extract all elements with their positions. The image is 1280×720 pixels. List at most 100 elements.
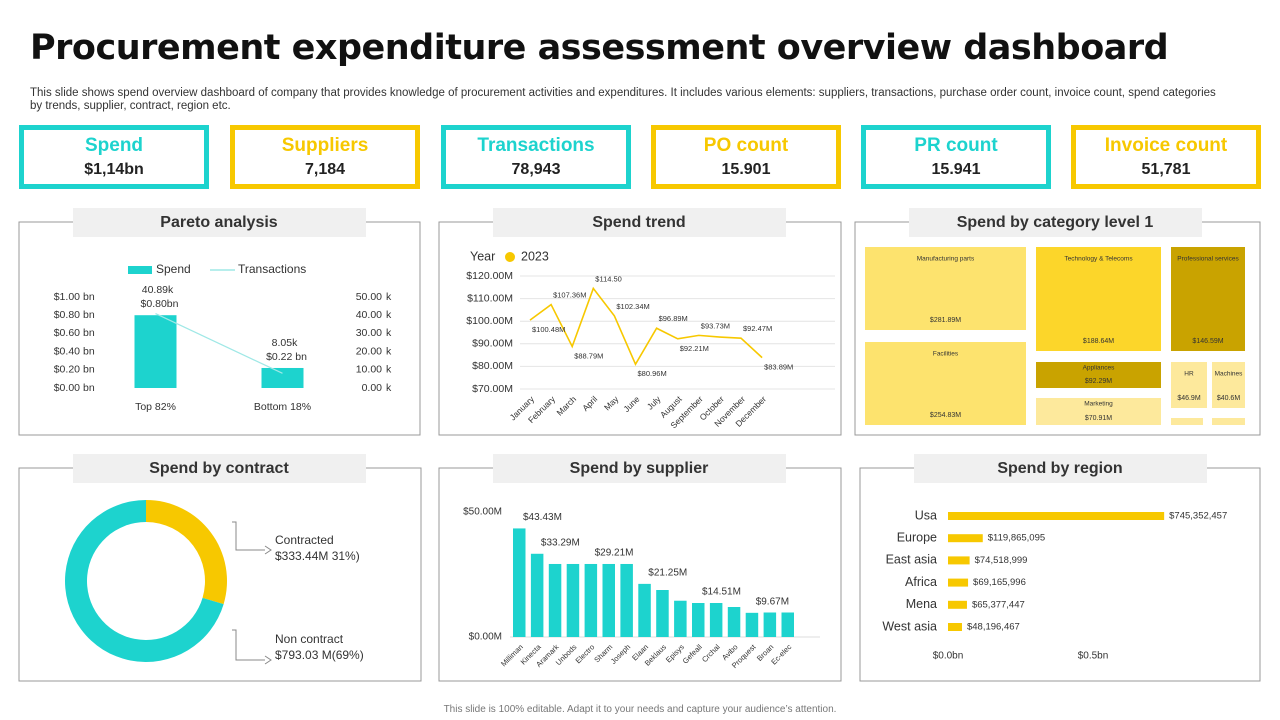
y-tick-label: $110.00M xyxy=(467,292,513,304)
x-tick-label: Joseph xyxy=(609,642,632,665)
y2-unit: k xyxy=(386,345,392,357)
x-tick-label: May xyxy=(602,393,621,412)
data-label: $0.22 bn xyxy=(266,351,307,363)
kpi-label: Invoice count xyxy=(1104,135,1228,156)
legend-label: Transactions xyxy=(238,262,306,276)
kpi-card: PR count 15.941 xyxy=(861,125,1051,189)
x-tick-label: April xyxy=(580,394,599,413)
data-label: $96.89M xyxy=(659,314,688,323)
donut-slice xyxy=(146,500,228,605)
panel-tab xyxy=(73,208,366,237)
y-tick-label: $90.00M xyxy=(472,338,513,350)
data-label: 8.05k xyxy=(272,337,298,349)
data-label: $69,165,996 xyxy=(973,577,1026,588)
kpi-label: Spend xyxy=(84,135,144,156)
bar xyxy=(781,612,794,637)
y-tick-label: $0.00 xyxy=(54,382,80,394)
treemap-cell xyxy=(1212,362,1245,408)
cell-label: Manufacturing parts xyxy=(917,256,975,263)
y2-unit: k xyxy=(386,364,392,376)
leader-line xyxy=(232,521,265,551)
y-unit: bn xyxy=(83,345,95,357)
x-tick-label: Ec-elec xyxy=(769,642,793,666)
bar xyxy=(763,612,777,637)
x-tick-label: March xyxy=(554,394,578,418)
bar xyxy=(727,607,741,637)
y2-unit: k xyxy=(386,327,392,339)
kpi-value: $1,14bn xyxy=(84,161,144,178)
treemap-cell xyxy=(1171,247,1245,351)
data-label: $14.51M xyxy=(702,587,741,598)
data-label: $74,518,999 xyxy=(975,555,1028,566)
page-title: Procurement expenditure assessment overv… xyxy=(30,28,1169,68)
y2-unit: k xyxy=(386,291,392,303)
y-unit: bn xyxy=(83,364,95,376)
data-label: $48,196,467 xyxy=(967,622,1020,633)
treemap-rest xyxy=(1171,418,1203,425)
bar xyxy=(745,612,759,637)
page-description: This slide shows spend overview dashboar… xyxy=(30,87,1216,112)
data-label: $333.44M 31%) xyxy=(275,549,360,563)
leader-arrow xyxy=(264,655,272,665)
y-tick-label: $0.00M xyxy=(469,632,502,643)
y-tick-label: $70.00M xyxy=(472,383,513,395)
legend-swatch xyxy=(505,252,515,262)
treemap-cell xyxy=(1036,362,1161,388)
cell-label: HR xyxy=(1184,371,1194,378)
y2-tick-label: 10.00 xyxy=(356,364,382,376)
panel-title: Spend by contract xyxy=(149,460,289,477)
kpi-label: Suppliers xyxy=(281,135,369,156)
data-label: $29.21M xyxy=(595,548,634,559)
y2-tick-label: 20.00 xyxy=(356,345,382,357)
x-tick-label: $0.5bn xyxy=(1078,651,1109,662)
y2-unit: k xyxy=(386,309,392,321)
bar xyxy=(948,578,969,587)
x-tick-label: June xyxy=(621,394,641,414)
panel-title: Spend trend xyxy=(592,214,685,231)
panel-title: Pareto analysis xyxy=(160,214,278,231)
panel-tab xyxy=(914,454,1207,483)
data-label: $92.47M xyxy=(743,324,772,333)
y-tick-label: $0.20 xyxy=(54,364,80,376)
kpi-card: PO count 15.901 xyxy=(651,125,841,189)
x-tick-label: Milliman xyxy=(499,642,525,668)
panel-tab xyxy=(909,208,1202,237)
y-unit: bn xyxy=(83,309,95,321)
bar xyxy=(674,600,687,637)
bar xyxy=(638,583,651,637)
y-tick-label: $0.60 xyxy=(54,327,80,339)
cell-label: Professional services xyxy=(1177,256,1239,263)
bar xyxy=(709,603,723,637)
bar xyxy=(948,512,1165,520)
y-unit: bn xyxy=(83,291,95,303)
data-label: $43.43M xyxy=(523,512,562,523)
line xyxy=(529,286,763,366)
cell-label: Marketing xyxy=(1084,401,1113,408)
data-label: $88.79M xyxy=(574,352,603,361)
data-label: $254.83M xyxy=(930,412,961,419)
leader-arrow xyxy=(264,545,272,555)
x-tick-label: Electro xyxy=(574,642,597,665)
bar xyxy=(566,563,580,637)
data-label: 40.89k xyxy=(142,284,174,296)
y-tick-label: $0.80 xyxy=(54,309,80,321)
bar xyxy=(513,528,526,637)
slice-label: Contracted xyxy=(275,533,334,547)
data-label: $92.29M xyxy=(1085,378,1112,385)
data-label: $83.89M xyxy=(764,363,793,372)
slice-label: Non contract xyxy=(275,632,344,646)
bar xyxy=(530,553,544,637)
cell-label: Machines xyxy=(1215,371,1244,378)
data-label: $65,377,447 xyxy=(972,599,1025,610)
kpi-value: 15.941 xyxy=(931,161,981,178)
treemap-cell xyxy=(1036,398,1161,425)
y-tick-label: East asia xyxy=(886,553,937,567)
legend-title: Year xyxy=(470,249,495,263)
data-label: $745,352,457 xyxy=(1169,511,1227,522)
y-unit: bn xyxy=(83,382,95,394)
y-tick-label: $0.40 xyxy=(54,345,80,357)
panel-tab xyxy=(493,208,786,237)
cell-label: Appliances xyxy=(1083,365,1116,372)
treemap-cell xyxy=(865,247,1026,330)
